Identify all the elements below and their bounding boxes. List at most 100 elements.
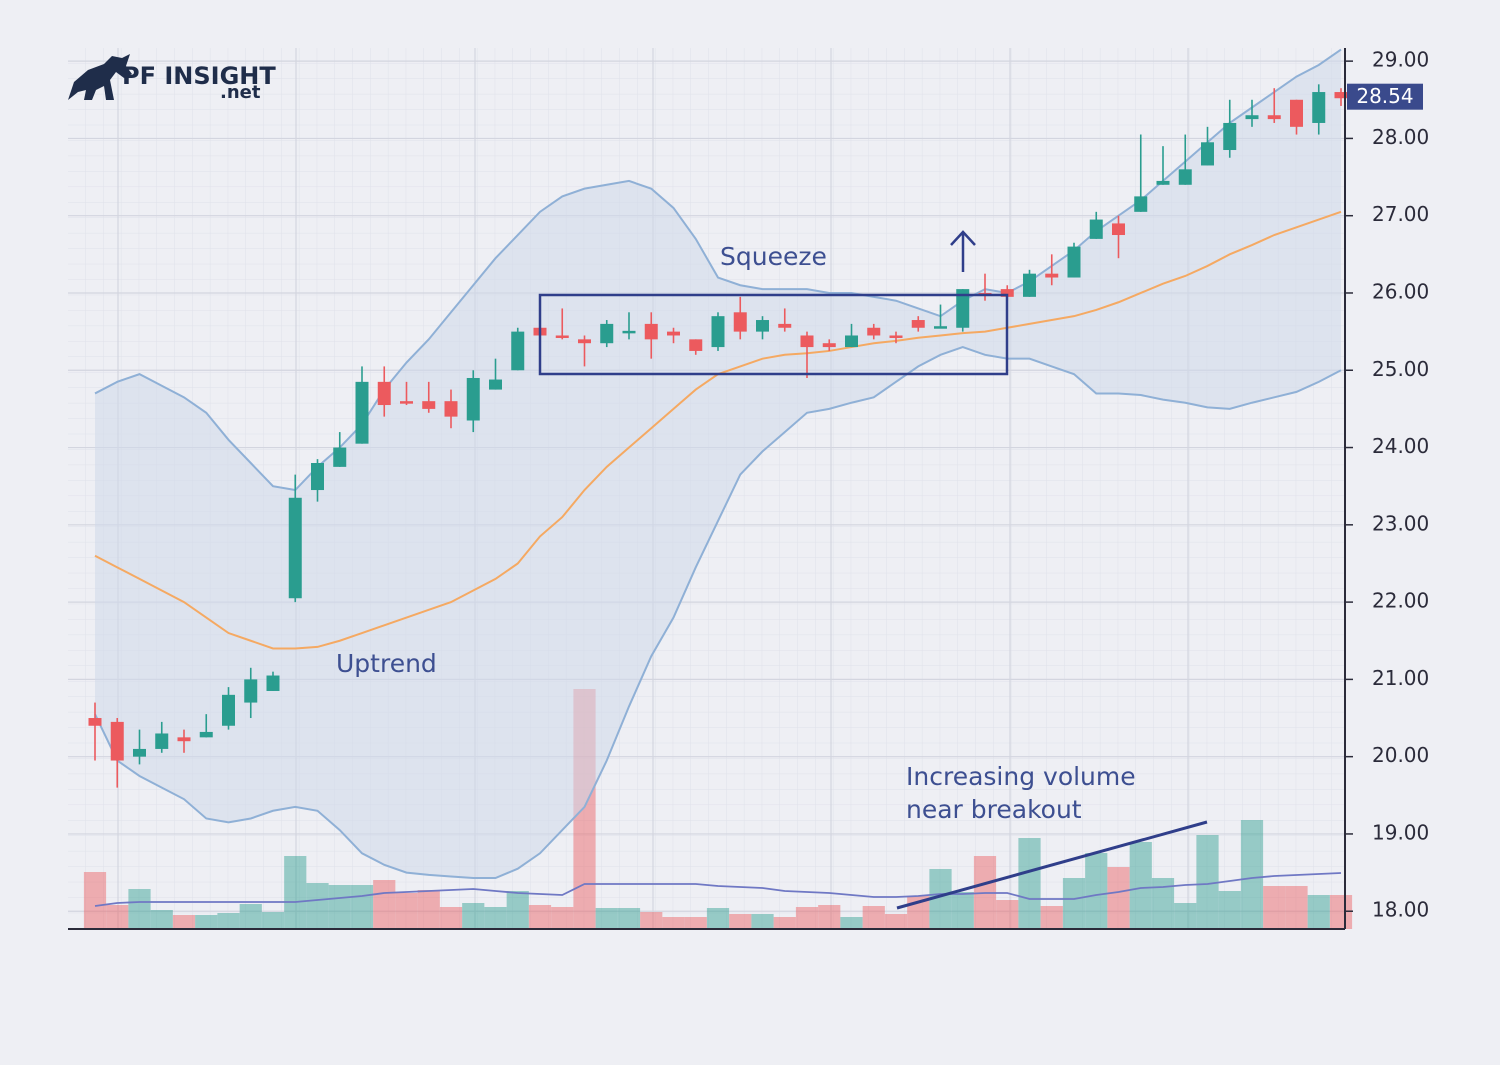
volume-bar	[1218, 891, 1241, 929]
breakout-arrow	[950, 230, 976, 272]
volume-bar	[417, 890, 440, 929]
candle-body	[1267, 115, 1281, 120]
volume-bar	[1107, 867, 1130, 929]
volume-bar	[929, 869, 952, 929]
y-tick-label: 29.00	[1372, 48, 1429, 72]
volume-bar	[1151, 878, 1175, 929]
y-tick-label: 21.00	[1372, 666, 1429, 690]
candle-body	[711, 316, 725, 348]
candle-body	[1112, 223, 1125, 236]
candle-body	[867, 327, 881, 336]
volume-bar	[284, 856, 307, 929]
y-tick-label: 26.00	[1372, 279, 1429, 303]
volume-bar	[306, 883, 329, 929]
volume-bar	[83, 872, 107, 929]
y-tick-label: 27.00	[1372, 202, 1429, 226]
volume-ma-line	[94, 872, 1342, 907]
candle-body	[377, 381, 391, 406]
candle-body	[689, 339, 703, 351]
price-label: 28.54	[1356, 84, 1413, 108]
y-tick-label: 25.00	[1372, 357, 1429, 381]
candle-body	[1178, 169, 1192, 185]
volume-bar	[1263, 886, 1286, 929]
volume-bar	[1329, 895, 1353, 929]
volume-bar	[773, 917, 796, 929]
volume-bar	[350, 885, 374, 929]
annotation: near breakout	[906, 795, 1082, 824]
volume-bar	[551, 907, 574, 929]
candle-body	[1089, 219, 1103, 239]
candle-body	[1290, 99, 1303, 127]
logo-icon	[68, 54, 132, 100]
candle-body	[934, 326, 947, 329]
candle-body	[489, 379, 502, 390]
volume-bar	[217, 913, 240, 929]
candle-body	[1134, 196, 1148, 212]
volume-bar	[239, 904, 262, 929]
volume-bar	[506, 891, 529, 929]
volume-bar	[595, 908, 618, 929]
logo-suffix: .net	[220, 82, 261, 103]
candle-body	[511, 331, 525, 371]
candle-body	[778, 323, 792, 328]
candle-body	[1201, 142, 1214, 166]
volume-bar	[662, 917, 685, 929]
volume-bar	[1174, 903, 1197, 929]
volume-trend-line	[896, 820, 1208, 910]
candle-body	[1067, 246, 1081, 278]
candle-body	[199, 731, 213, 738]
volume-bar	[1307, 895, 1330, 929]
candle-body	[1223, 122, 1237, 151]
candle-body	[244, 679, 258, 703]
lower-band	[94, 346, 1342, 879]
y-tick-label: 20.00	[1372, 743, 1429, 767]
volume-bar	[617, 908, 641, 929]
band-area	[95, 49, 1341, 878]
volume-bar	[261, 912, 285, 929]
upper-band	[94, 48, 1342, 492]
volume-bar	[1129, 842, 1152, 929]
volume-bar	[439, 907, 463, 929]
candle-body	[444, 401, 458, 417]
candle-body	[466, 377, 480, 421]
volume-bar	[818, 905, 841, 929]
candle-body	[1312, 92, 1326, 123]
volume-bar	[706, 908, 730, 929]
volume-bar	[1285, 886, 1308, 929]
volume-bar	[751, 914, 774, 929]
volume-bar	[328, 885, 351, 929]
candle-body	[578, 339, 591, 344]
candle-body	[1156, 180, 1170, 185]
volume-bar	[395, 893, 418, 929]
candle-body	[600, 323, 614, 344]
volume-bar	[862, 906, 885, 929]
volume-bar	[484, 907, 507, 929]
volume-bar	[1062, 878, 1086, 929]
candle-body	[288, 497, 302, 599]
y-tick-label: 19.00	[1372, 820, 1429, 844]
candle-body	[956, 289, 970, 328]
volume-bar	[150, 910, 173, 929]
volume-bar	[795, 907, 819, 929]
candle-body	[1000, 289, 1014, 297]
candle-body	[911, 320, 925, 328]
y-tick-label: 23.00	[1372, 511, 1429, 535]
price-badge	[1347, 83, 1423, 110]
volume-bar	[951, 892, 974, 929]
volume-bar	[106, 905, 129, 929]
candle-body	[133, 748, 146, 757]
volume-bar	[195, 915, 218, 929]
candle-body	[622, 330, 636, 334]
volume-bar	[729, 914, 752, 929]
candle-body	[1245, 115, 1259, 120]
volume-bar	[684, 917, 707, 929]
annotation: Uptrend	[336, 649, 437, 678]
candle-body	[800, 335, 814, 348]
candle-body	[422, 401, 436, 409]
candle-body	[88, 718, 102, 726]
logo-text: PF INSIGHT	[122, 62, 276, 90]
volume-bar	[462, 903, 485, 929]
candle-body	[644, 323, 658, 340]
candle-body	[889, 335, 903, 338]
y-tick-label: 18.00	[1372, 898, 1429, 922]
